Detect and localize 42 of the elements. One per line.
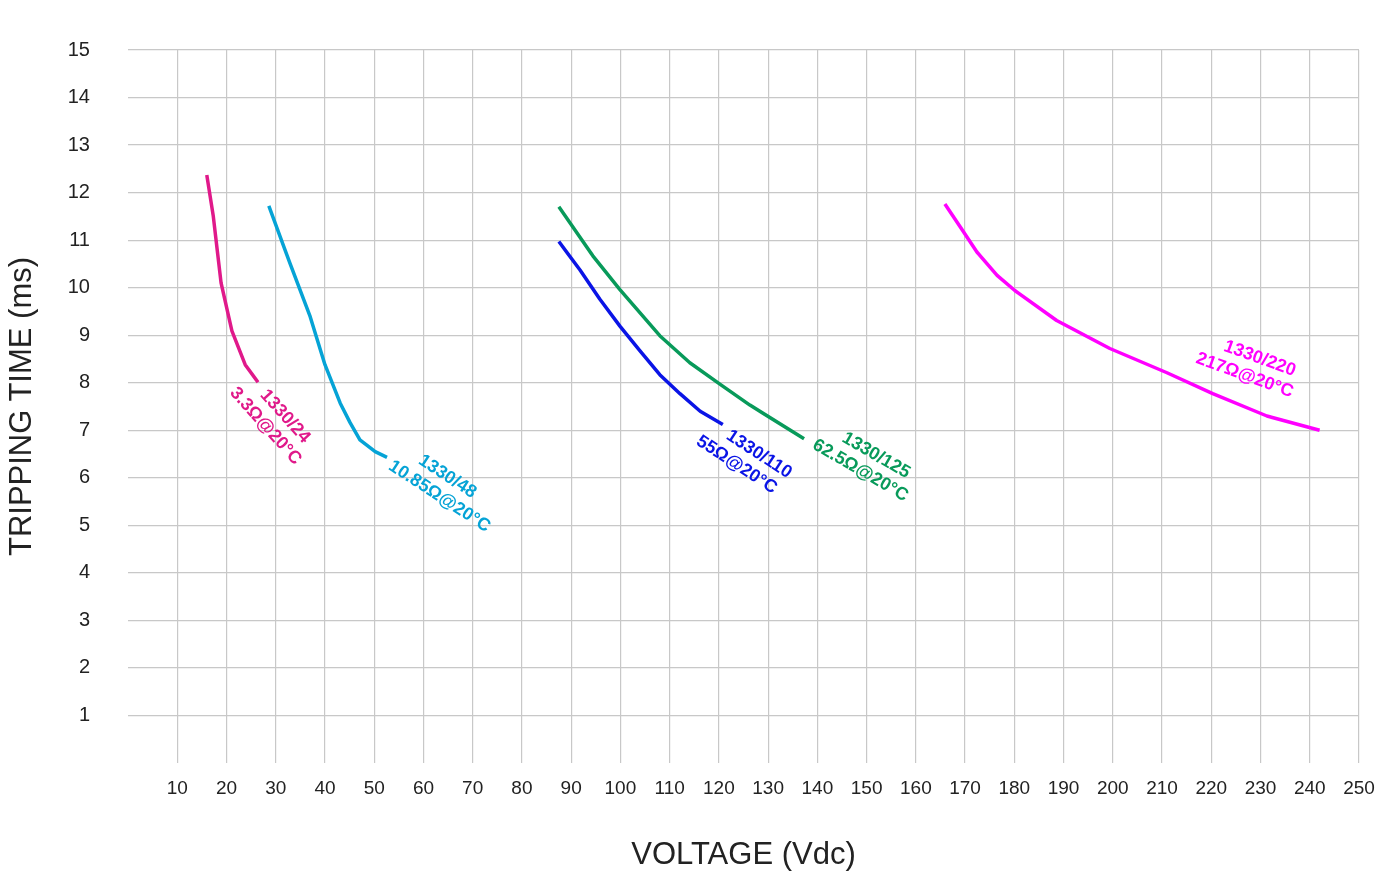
- x-tick-label: 100: [604, 776, 637, 798]
- x-tick-label: 80: [511, 776, 533, 798]
- y-tick-label: 15: [67, 37, 90, 60]
- x-tick-label: 150: [850, 776, 883, 798]
- y-tick-label: 8: [78, 370, 90, 393]
- y-tick-label: 5: [78, 512, 90, 535]
- y-tick-label: 10: [67, 275, 90, 298]
- y-tick-label: 2: [78, 655, 90, 678]
- x-tick-label: 170: [949, 776, 981, 798]
- x-tick-label: 240: [1293, 776, 1326, 798]
- y-tick-label: 3: [78, 607, 90, 630]
- x-tick-label: 10: [166, 776, 188, 798]
- y-tick-label: 4: [78, 560, 90, 583]
- x-tick-label: 180: [998, 776, 1031, 798]
- x-tick-label: 250: [1343, 776, 1375, 798]
- x-tick-label: 90: [560, 776, 582, 798]
- y-tick-label: 12: [67, 180, 90, 203]
- x-tick-label: 230: [1244, 776, 1277, 798]
- x-tick-label: 110: [654, 776, 685, 798]
- x-tick-label: 140: [801, 776, 834, 798]
- x-tick-label: 70: [462, 776, 484, 798]
- x-axis-title: VOLTAGE (Vdc): [631, 835, 856, 871]
- x-tick-label: 40: [314, 776, 336, 798]
- x-tick-label: 190: [1047, 776, 1080, 798]
- x-tick-label: 20: [215, 776, 238, 798]
- x-tick-label: 160: [899, 776, 932, 798]
- y-tick-label: 9: [78, 322, 90, 345]
- x-tick-label: 30: [265, 776, 287, 798]
- x-tick-label: 200: [1096, 776, 1129, 798]
- y-tick-label: 13: [67, 132, 90, 155]
- x-tick-label: 130: [752, 776, 784, 798]
- x-tick-label: 120: [703, 776, 735, 798]
- x-tick-label: 210: [1146, 776, 1178, 798]
- y-tick-label: 11: [69, 227, 90, 250]
- y-tick-label: 1: [78, 702, 90, 725]
- x-tick-label: 60: [412, 776, 435, 798]
- y-tick-label: 6: [78, 465, 90, 488]
- y-tick-label: 14: [67, 85, 90, 108]
- y-axis-title: TRIPPING TIME (ms): [3, 256, 39, 557]
- x-tick-label: 50: [363, 776, 385, 798]
- y-tick-label: 7: [78, 417, 90, 440]
- x-tick-label: 220: [1195, 776, 1228, 798]
